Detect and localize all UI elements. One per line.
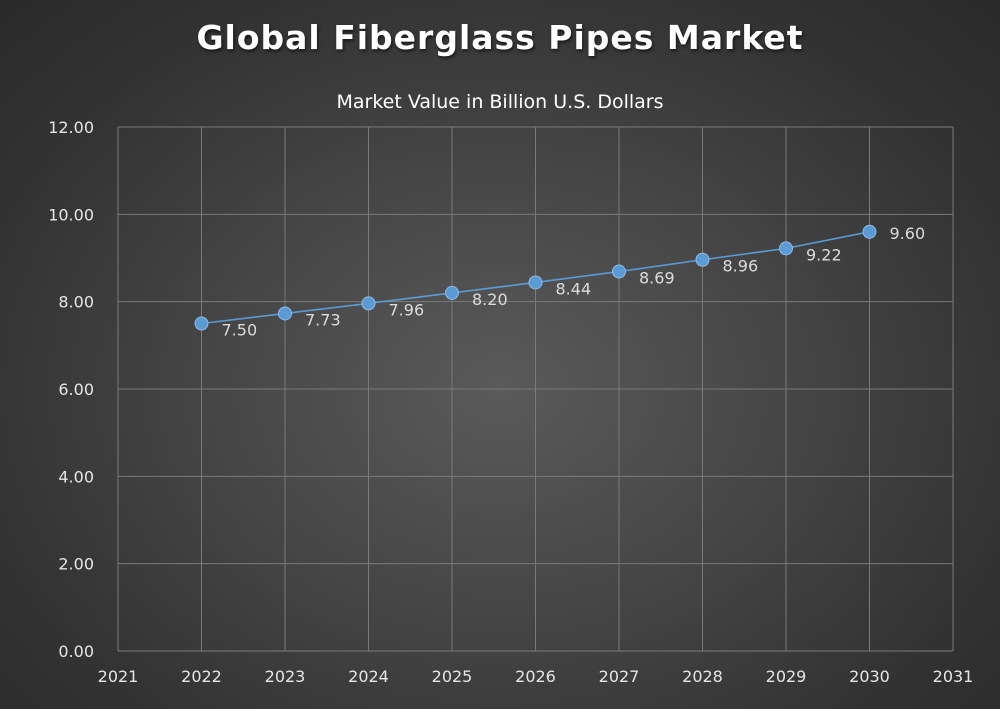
data-label: 7.73 bbox=[305, 310, 341, 329]
series-line bbox=[194, 224, 877, 331]
data-point-marker bbox=[445, 285, 459, 300]
data-point-marker bbox=[779, 241, 793, 256]
data-label: 8.44 bbox=[556, 279, 592, 298]
grid-lines bbox=[117, 126, 954, 652]
x-tick-label: 2029 bbox=[766, 667, 807, 686]
x-tick-label: 2023 bbox=[265, 667, 306, 686]
x-tick-label: 2021 bbox=[98, 667, 139, 686]
y-tick-label: 12.00 bbox=[48, 118, 94, 137]
x-tick-label: 2030 bbox=[849, 667, 890, 686]
data-point-marker bbox=[612, 264, 626, 279]
x-tick-label: 2025 bbox=[432, 667, 473, 686]
data-point-marker bbox=[194, 316, 209, 331]
y-tick-label: 4.00 bbox=[58, 467, 94, 486]
y-tick-label: 6.00 bbox=[58, 380, 94, 399]
data-label: 9.22 bbox=[806, 245, 842, 264]
x-tick-label: 2031 bbox=[933, 667, 974, 686]
chart-subtitle: Market Value in Billion U.S. Dollars bbox=[336, 91, 664, 113]
chart-title: Global Fiberglass Pipes Market bbox=[196, 18, 804, 57]
x-tick-label: 2028 bbox=[682, 667, 723, 686]
data-label: 7.50 bbox=[222, 321, 258, 340]
x-tick-label: 2022 bbox=[181, 667, 222, 686]
y-tick-label: 2.00 bbox=[58, 555, 94, 574]
axis-ticks: 0.00 2.00 4.00 6.00 8.00 10.00 12.00 2021 2022 20… bbox=[48, 118, 973, 686]
data-point-marker bbox=[278, 306, 292, 321]
y-tick-label: 8.00 bbox=[58, 293, 94, 312]
data-point-marker bbox=[528, 275, 543, 290]
data-point-marker bbox=[361, 296, 376, 311]
data-labels: 7.50 7.73 7.96 8.20 8.44 8.69 8.96 9.22 9.60 bbox=[222, 224, 926, 340]
data-label: 7.96 bbox=[389, 300, 425, 319]
data-point-marker bbox=[862, 224, 877, 239]
x-tick-label: 2027 bbox=[599, 667, 640, 686]
data-point-marker bbox=[695, 252, 710, 267]
data-label: 8.20 bbox=[472, 290, 508, 309]
y-tick-label: 0.00 bbox=[58, 642, 94, 661]
data-label: 8.96 bbox=[723, 257, 759, 276]
y-tick-label: 10.00 bbox=[48, 205, 94, 224]
data-label: 8.69 bbox=[639, 269, 675, 288]
x-tick-label: 2026 bbox=[515, 667, 556, 686]
x-tick-label: 2024 bbox=[348, 667, 389, 686]
data-label: 9.60 bbox=[890, 224, 926, 243]
